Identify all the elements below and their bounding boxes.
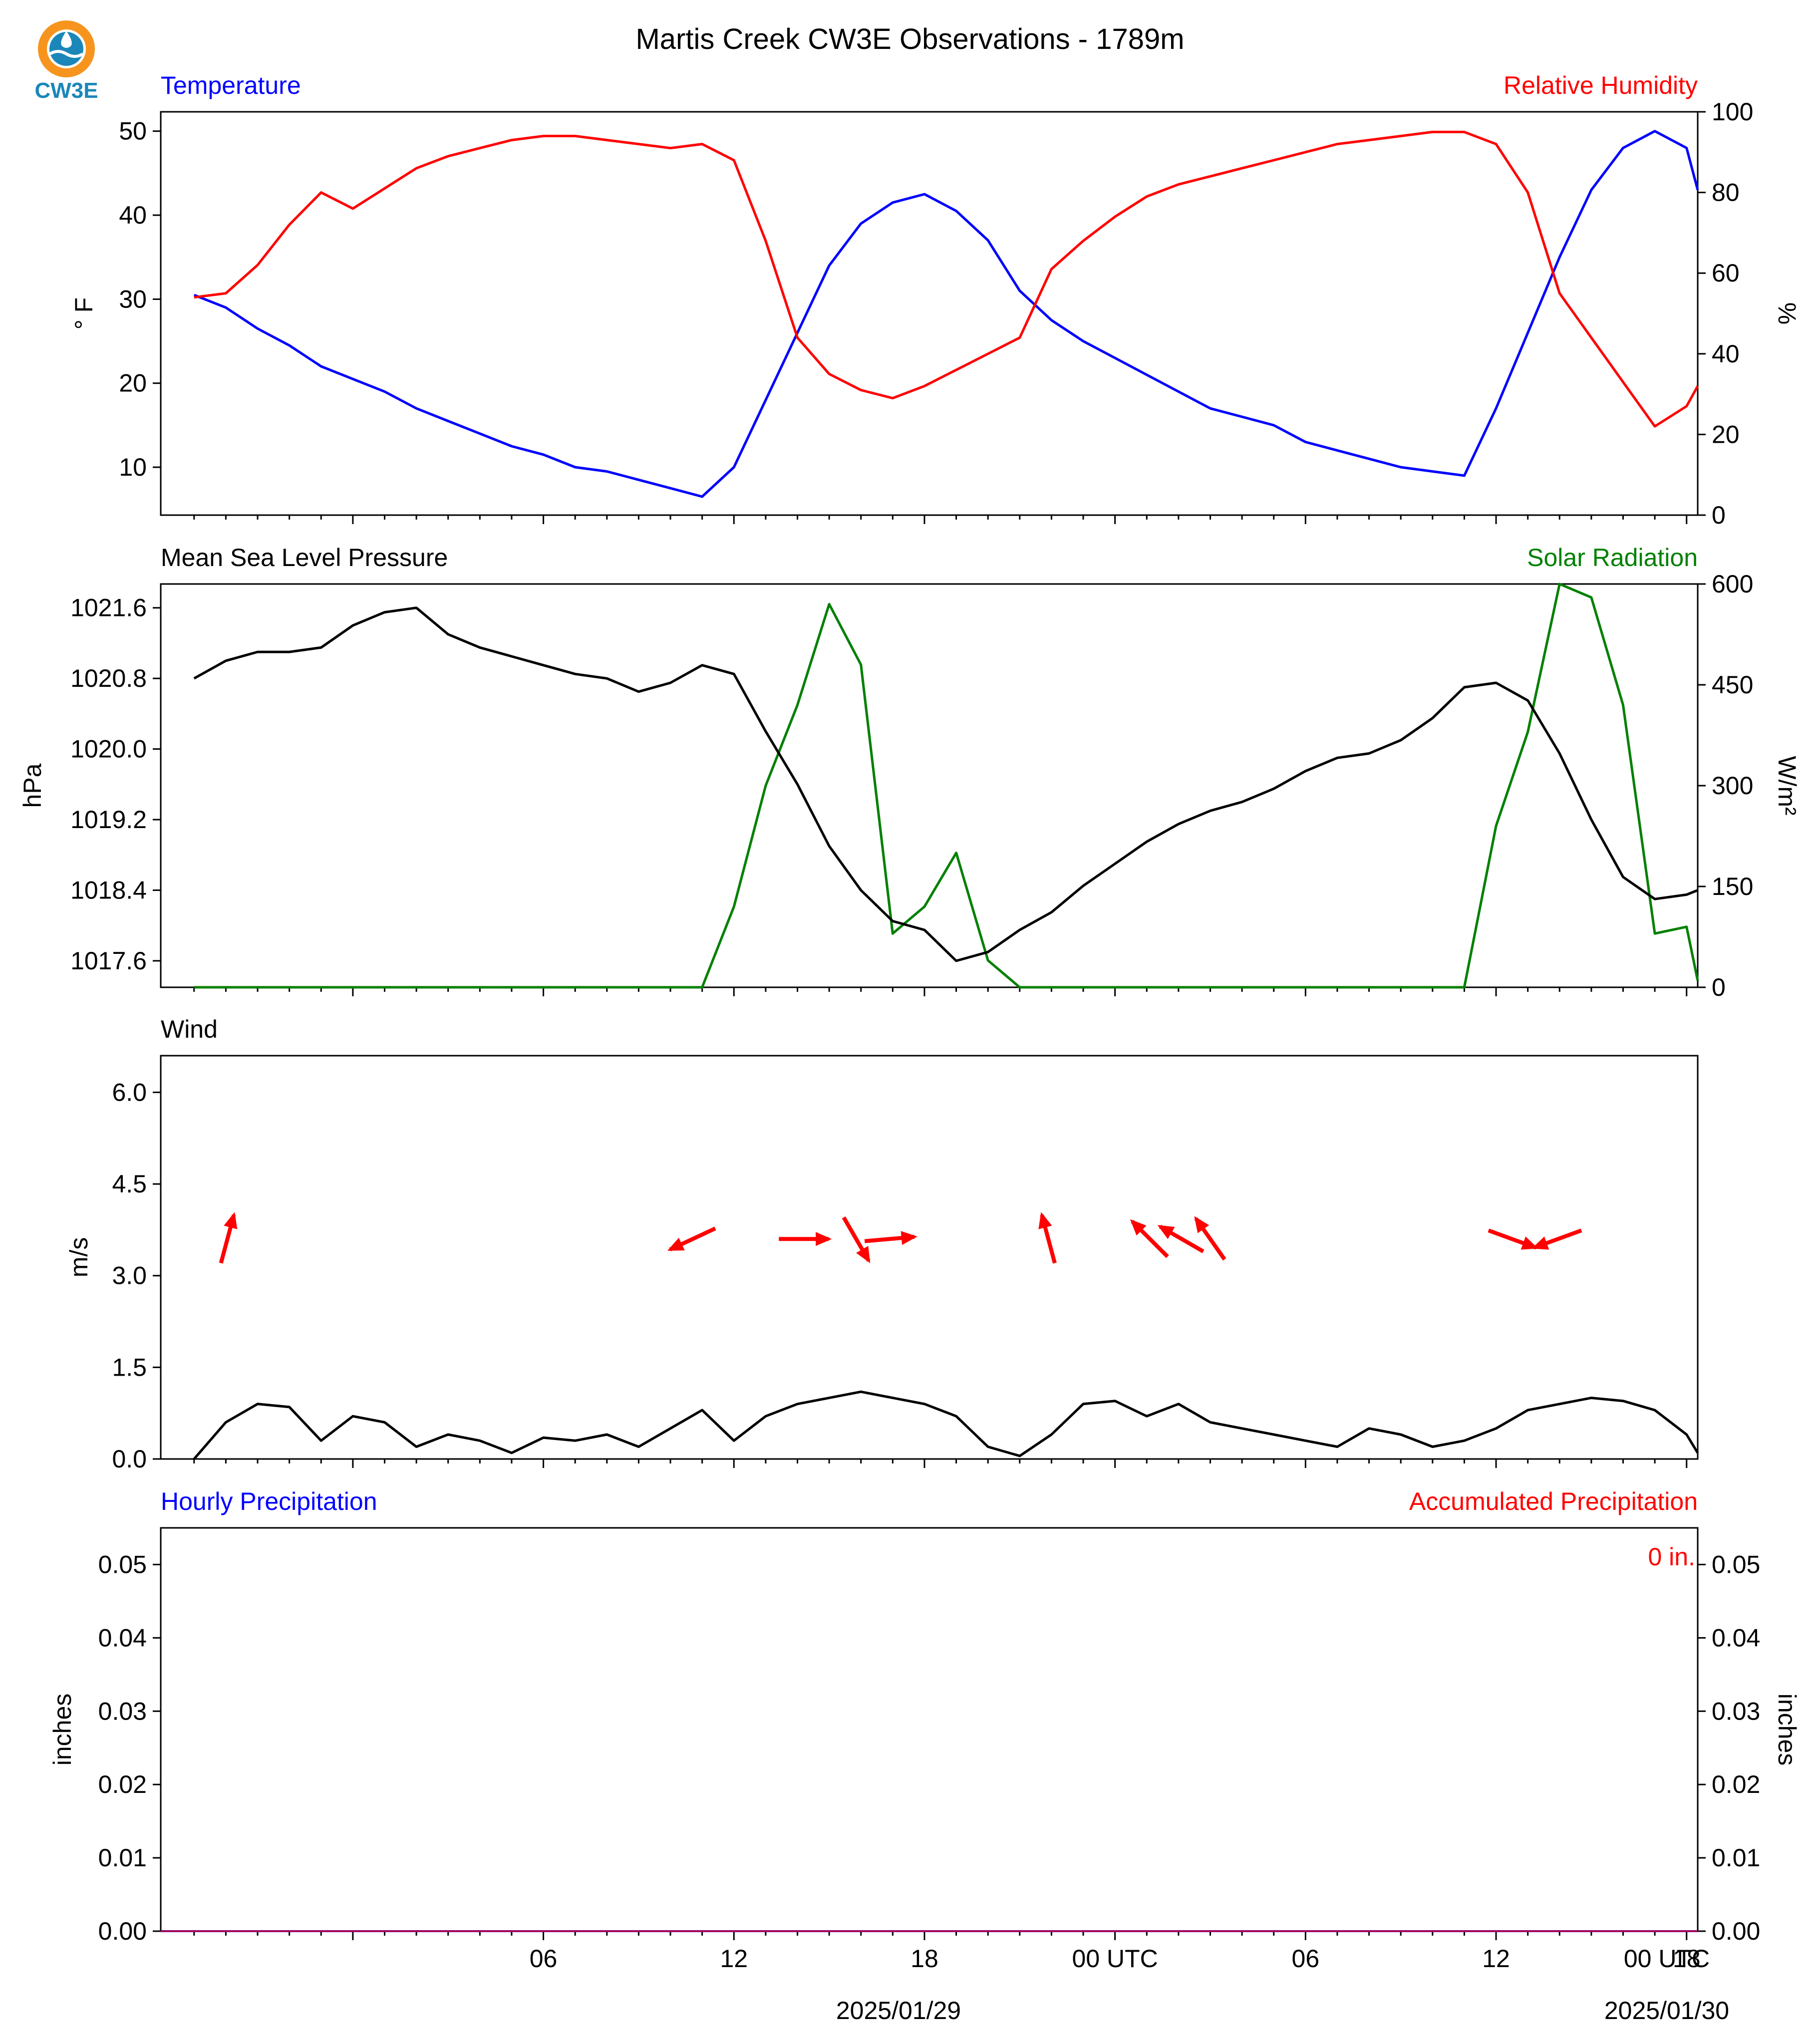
y-tick-label: 0.03 — [98, 1697, 147, 1725]
y-tick-label: 20 — [1712, 420, 1740, 448]
x-tick-label: 06 — [1292, 1945, 1320, 1973]
wind-arrow-head — [224, 1212, 238, 1229]
wind-arrow-head — [1531, 1236, 1549, 1250]
logo-drop-icon — [61, 31, 72, 48]
wind-arrow-head — [1194, 1216, 1210, 1233]
panel-3-frame — [160, 1055, 1699, 1460]
y-tick-label: 0.05 — [1712, 1550, 1760, 1578]
y-tick-label: 1.5 — [112, 1353, 147, 1381]
y-tick-label: 3.0 — [112, 1262, 147, 1290]
y-tick-label: 0.04 — [98, 1624, 147, 1652]
y-tick-label: 1020.8 — [70, 664, 147, 692]
wind-arrow-head — [1130, 1219, 1147, 1236]
solar-radiation-line — [194, 582, 1699, 989]
y-tick-label: 0 — [1712, 973, 1726, 1001]
y-tick-label: 0.04 — [1712, 1624, 1760, 1652]
x-tick-label: 12 — [720, 1945, 748, 1973]
y-tick-label: 600 — [1712, 570, 1753, 598]
wind-speed-line — [193, 1390, 1699, 1460]
y-tick-label: 80 — [1712, 179, 1740, 207]
y-tick-label: 1020.0 — [70, 735, 147, 763]
y-tick-label: 0.01 — [1712, 1844, 1760, 1872]
cw3e-logo: CW3E — [34, 20, 98, 103]
y-tick-label: 0.03 — [1712, 1697, 1760, 1725]
temperature-label: Temperature — [161, 71, 301, 99]
wind-arrow-head — [1157, 1225, 1175, 1239]
y-tick-label: 0 — [1712, 501, 1726, 529]
panel-1-frame — [160, 111, 1699, 516]
accum-precip-value: 0 in. — [1648, 1543, 1695, 1571]
logo-wave-icon — [49, 50, 84, 58]
x-tick-label: 06 — [530, 1945, 558, 1973]
y-tick-label: 20 — [119, 369, 147, 397]
humidity-axis-title: % — [1773, 302, 1801, 324]
precip-right-axis-title: inches — [1773, 1694, 1801, 1766]
panel-4-frame — [160, 1527, 1699, 1932]
wind-arrow-head — [667, 1237, 685, 1251]
y-tick-label: 0.05 — [98, 1550, 147, 1578]
wind-arrow-head — [816, 1232, 832, 1246]
logo-text: CW3E — [34, 78, 98, 103]
y-tick-label: 450 — [1712, 671, 1753, 699]
y-tick-label: 1021.6 — [70, 594, 147, 622]
accum-precip-label: Accumulated Precipitation — [1409, 1487, 1698, 1515]
wind-arrow-head — [1038, 1212, 1052, 1229]
logo-ring-icon — [38, 20, 95, 77]
y-tick-label: 30 — [119, 285, 147, 313]
wind-arrow-head — [901, 1231, 917, 1245]
y-tick-label: 50 — [119, 117, 147, 145]
y-tick-label: 40 — [119, 201, 147, 229]
y-tick-label: 150 — [1712, 872, 1753, 900]
y-tick-label: 100 — [1712, 98, 1753, 126]
y-tick-label: 10 — [119, 453, 147, 481]
pressure-label: Mean Sea Level Pressure — [161, 544, 448, 572]
y-tick-label: 1019.2 — [70, 806, 147, 834]
wind-axis-title: m/s — [65, 1237, 93, 1278]
humidity-label: Relative Humidity — [1504, 71, 1698, 99]
y-tick-label: 1018.4 — [70, 876, 147, 904]
pressure-line — [193, 606, 1698, 962]
pressure-axis-title: hPa — [18, 763, 46, 808]
chart-title: Martis Creek CW3E Observations - 1789m — [635, 23, 1184, 55]
y-tick-label: 0.01 — [98, 1844, 147, 1872]
humidity-line — [194, 130, 1699, 428]
solar-label: Solar Radiation — [1527, 544, 1698, 572]
x-tick-label: 18 — [1673, 1945, 1701, 1973]
solar-axis-title: W/m² — [1773, 756, 1801, 815]
y-tick-label: 60 — [1712, 259, 1740, 287]
x-tick-label: 12 — [1482, 1945, 1510, 1973]
wind-arrow-head — [856, 1246, 871, 1263]
y-tick-label: 0.0 — [112, 1445, 147, 1473]
hourly-precip-label: Hourly Precipitation — [161, 1487, 377, 1515]
temperature-line — [193, 130, 1699, 498]
date-label-1: 2025/01/29 — [836, 1997, 961, 2025]
y-tick-label: 4.5 — [112, 1170, 147, 1198]
precip-axis-title: inches — [48, 1694, 76, 1766]
x-tick-label: 18 — [910, 1945, 938, 1973]
x-tick-label: 00 UTC — [1624, 1945, 1710, 1973]
y-tick-label: 300 — [1712, 772, 1753, 800]
temperature-axis-title: ° F — [70, 297, 98, 329]
x-tick-label: 00 UTC — [1072, 1945, 1158, 1973]
y-tick-label: 0.02 — [1712, 1770, 1760, 1798]
y-tick-label: 6.0 — [112, 1078, 147, 1106]
y-tick-label: 0.00 — [1712, 1917, 1760, 1945]
panel-2-frame — [160, 583, 1699, 988]
y-tick-label: 0.00 — [98, 1917, 147, 1945]
wind-arrow-head — [1520, 1236, 1538, 1250]
wind-label: Wind — [161, 1015, 218, 1043]
y-tick-label: 1017.6 — [70, 947, 147, 975]
date-label-2: 2025/01/30 — [1604, 1997, 1729, 2025]
y-tick-label: 0.02 — [98, 1770, 147, 1798]
y-tick-label: 40 — [1712, 340, 1740, 368]
